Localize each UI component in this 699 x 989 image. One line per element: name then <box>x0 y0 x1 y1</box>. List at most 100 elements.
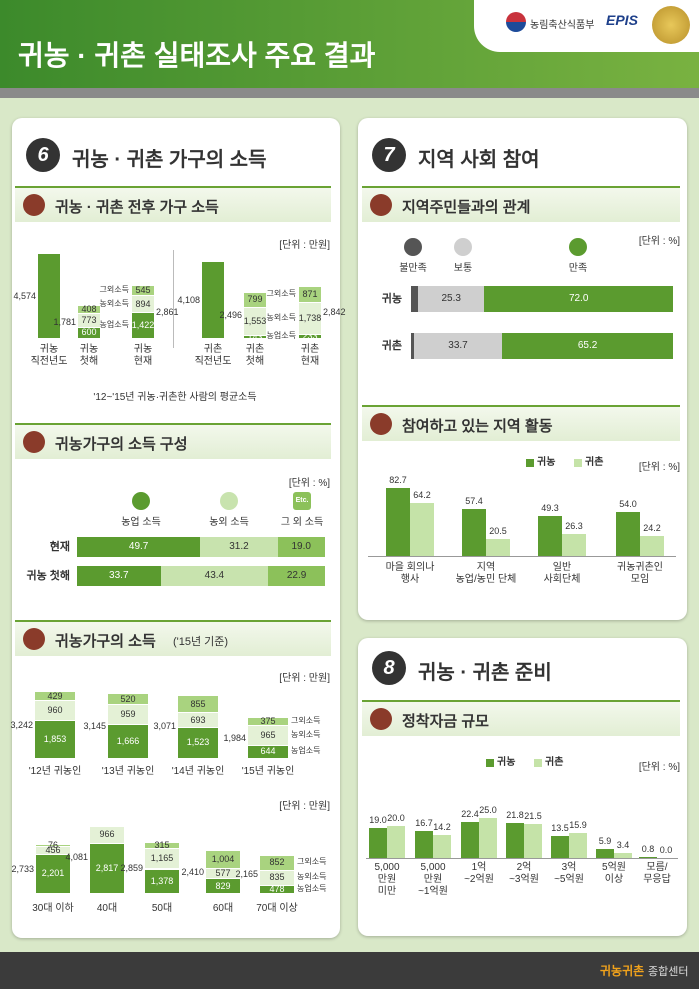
segment-label: 233 <box>302 330 318 341</box>
bar-segment <box>244 292 266 307</box>
unit-label: [단위 : %] <box>638 236 680 247</box>
x-tick-label: 귀농 첫해 <box>79 344 99 367</box>
segment-label: 33.7 <box>448 340 468 351</box>
bar-segment <box>178 694 218 713</box>
bar <box>386 488 410 556</box>
segment-label: 1,378 <box>150 875 174 886</box>
bar-segment <box>145 842 179 848</box>
axis-line <box>368 556 676 557</box>
segment-label: 852 <box>269 857 285 868</box>
note: '12~'15년 귀농·귀촌한 사람의 평균소득 <box>93 392 257 403</box>
axis-line <box>366 858 678 859</box>
footer-suffix: 종합센터 <box>648 966 689 978</box>
x-tick-label: 5,000 만원 ~1억원 <box>418 862 448 897</box>
segment-label: 25.3 <box>441 293 461 304</box>
left-panel <box>12 118 340 938</box>
segment-label: 1,666 <box>116 735 140 746</box>
segment-label: 959 <box>120 708 136 719</box>
ministry-emblem <box>506 12 526 32</box>
bar <box>38 253 60 338</box>
x-tick-label: 모름/ 무응답 <box>643 862 671 885</box>
legend-icon <box>220 492 238 510</box>
bar <box>486 539 510 556</box>
bar <box>202 262 224 338</box>
segment-label: 545 <box>135 285 151 296</box>
legend-swatch <box>526 459 534 467</box>
x-tick-label: 5억원 이상 <box>602 862 626 885</box>
segment-label: 72.0 <box>568 293 589 304</box>
legend-label: 그외소득 <box>99 285 129 295</box>
section-number: 6 <box>26 138 60 172</box>
segment-label: 143 <box>247 331 263 342</box>
bar <box>639 856 657 858</box>
x-tick-label: 귀촌 첫해 <box>245 344 265 367</box>
bar-segment <box>206 878 240 893</box>
subsection-title: 참여하고 있는 지역 활동 <box>402 418 553 435</box>
header-stripe <box>0 88 699 98</box>
segment-label: 478 <box>269 883 285 894</box>
subsection-band: 귀농가구의 소득 ('15년 기준) <box>15 620 331 656</box>
x-tick-label: 50대 <box>151 903 173 914</box>
row-label: 귀촌 <box>381 340 402 352</box>
x-tick-label: 3억 ~5억원 <box>554 862 584 885</box>
value-label: 25.0 <box>479 805 497 815</box>
bar-segment <box>36 845 70 854</box>
legend-swatch <box>486 759 494 767</box>
x-tick-label: 귀농 현재 <box>133 344 153 367</box>
bar-segment <box>132 285 154 296</box>
bar <box>562 534 586 556</box>
legend-label: 농외소득 <box>99 298 129 308</box>
bar-segment <box>411 286 419 312</box>
bar-segment <box>78 312 100 327</box>
segment-label: 2,201 <box>41 868 65 879</box>
bar-segment <box>90 842 124 893</box>
emblem <box>652 6 690 44</box>
x-tick-label: 귀촌 직전년도 <box>194 344 232 367</box>
value-label: 19.0 <box>369 814 387 825</box>
bar <box>616 511 640 556</box>
bar-segment <box>268 566 325 586</box>
segment-label: 76 <box>47 840 58 851</box>
bar-segment <box>77 566 161 586</box>
bar-segment <box>244 306 266 336</box>
value-label: 82.7 <box>389 475 407 486</box>
segment-label: 960 <box>47 705 63 715</box>
value-label: 21.5 <box>524 810 542 821</box>
segment-label: 855 <box>190 698 206 709</box>
total-label: 2,496 <box>219 310 242 321</box>
bar-segment <box>108 723 148 758</box>
x-tick-label: 귀농 직전년도 <box>30 344 68 367</box>
bar <box>433 835 451 858</box>
bar-segment <box>299 333 321 338</box>
footer-brand: 귀농귀촌 <box>600 964 645 978</box>
segment-label: 965 <box>260 729 276 740</box>
legend-label: 귀농 <box>537 457 556 468</box>
bar-segment <box>244 335 266 338</box>
value-label: 15.9 <box>569 819 587 830</box>
value-label: 57.4 <box>465 495 483 506</box>
total-label: 1,984 <box>223 732 246 743</box>
segment-label: 65.2 <box>577 340 598 351</box>
bar-segment <box>178 726 218 758</box>
section-title: 귀농 · 귀촌 준비 <box>418 662 552 684</box>
bar-segment <box>35 700 75 720</box>
total-label: 3,145 <box>83 720 106 731</box>
segment-label: 49.7 <box>128 541 149 552</box>
bar-segment <box>78 326 100 338</box>
bar-segment <box>35 691 75 701</box>
x-tick-label: 60대 <box>212 903 234 914</box>
bar-segment <box>90 825 124 843</box>
unit-label: [단위 : 만원] <box>279 801 330 812</box>
legend-label: 그 외 소득 <box>280 517 324 528</box>
segment-label: 375 <box>260 716 276 727</box>
bar-segment <box>418 286 485 312</box>
icon <box>370 194 392 216</box>
subsection-title: 귀농가구의 소득 <box>55 633 156 650</box>
x-tick-label: 70대 이상 <box>256 903 298 914</box>
value-label: 13.5 <box>551 823 569 834</box>
unit-label: [단위 : %] <box>638 462 680 473</box>
divider <box>173 250 174 348</box>
legend-label: 귀농 <box>497 757 516 768</box>
segment-label: 408 <box>81 303 97 314</box>
